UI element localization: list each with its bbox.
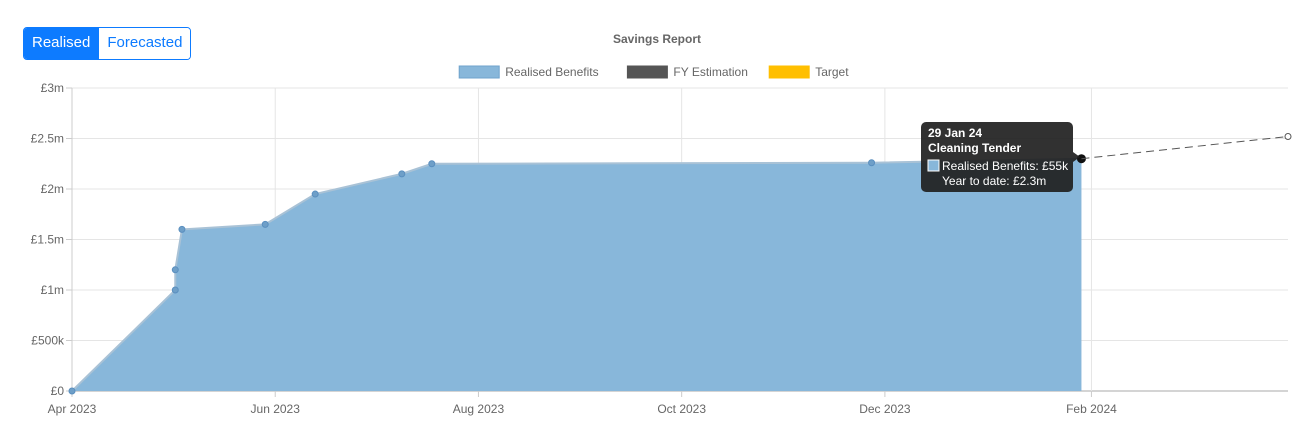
x-tick-label: Oct 2023	[657, 402, 706, 416]
tooltip-title: Cleaning Tender	[928, 141, 1021, 155]
tooltip-box	[921, 122, 1073, 192]
tooltip-date: 29 Jan 24	[928, 126, 982, 140]
forecasted-tab[interactable]: Forecasted	[98, 28, 191, 59]
y-tick-label: £2m	[41, 182, 64, 196]
tooltip-caret	[1073, 152, 1080, 162]
chart-title: Savings Report	[613, 32, 701, 46]
legend-swatch	[768, 65, 810, 79]
tooltip-line2: Year to date: £2.3m	[942, 174, 1046, 188]
data-point	[171, 266, 179, 274]
realised-tab[interactable]: Realised	[24, 28, 99, 59]
y-tick-label: £1m	[41, 283, 64, 297]
data-point	[311, 190, 319, 198]
x-tick-label: Aug 2023	[453, 402, 505, 416]
y-tick-label: £3m	[41, 81, 64, 95]
fy-estimation-line	[1081, 135, 1289, 160]
data-point	[428, 160, 436, 168]
y-tick-label: £2.5m	[31, 132, 64, 146]
data-point	[261, 220, 269, 228]
legend-swatch	[458, 65, 500, 79]
y-tick-label: £0	[51, 384, 65, 398]
legend-label: Realised Benefits	[505, 65, 598, 79]
x-tick-label: Jun 2023	[251, 402, 301, 416]
tooltip-line1: Realised Benefits: £55k	[942, 159, 1069, 173]
fy-estimation-point	[1284, 132, 1292, 140]
x-tick-label: Apr 2023	[48, 402, 97, 416]
data-point	[171, 286, 179, 294]
data-point	[178, 225, 186, 233]
view-toggle: Realised Forecasted	[23, 27, 192, 60]
legend-label: Target	[815, 65, 849, 79]
legend-label: FY Estimation	[673, 65, 747, 79]
realised-line	[71, 157, 1082, 392]
realised-area	[72, 158, 1082, 391]
x-tick-label: Dec 2023	[859, 402, 911, 416]
data-point	[868, 159, 876, 167]
x-tick-label: Feb 2024	[1066, 402, 1117, 416]
tooltip-swatch	[927, 159, 940, 172]
data-point	[398, 170, 406, 178]
legend-swatch	[626, 65, 668, 79]
y-tick-label: £500k	[31, 334, 65, 348]
data-point	[68, 387, 76, 395]
y-tick-label: £1.5m	[31, 233, 64, 247]
